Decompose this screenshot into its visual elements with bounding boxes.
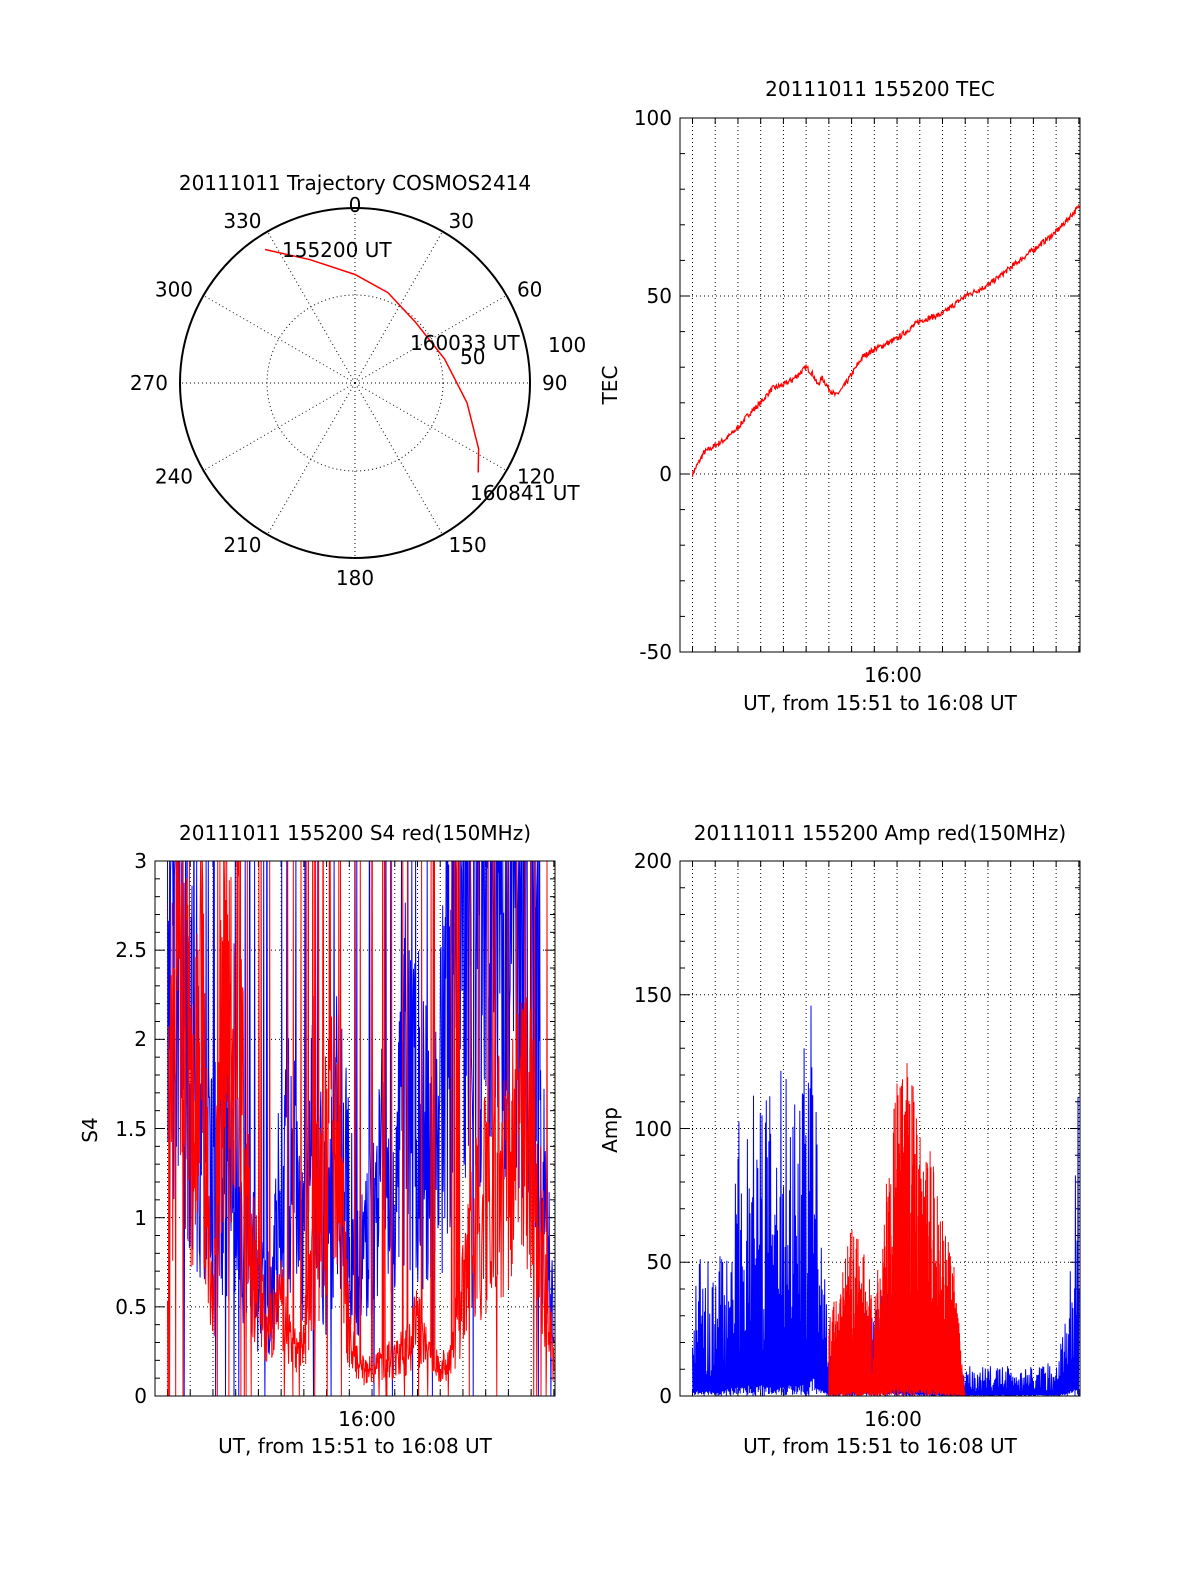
polar-angle-label: 300 <box>155 278 193 302</box>
polar-outer-ring <box>179 207 531 559</box>
s4-ytick-0-5: 0.5 <box>115 1295 147 1319</box>
polar-angle-label: 180 <box>336 566 374 590</box>
series-red <box>167 860 555 1397</box>
polar-angle-label: 90 <box>542 371 567 395</box>
polar-angle-label: 120 <box>517 465 555 489</box>
tec-plot-frame <box>679 117 1081 653</box>
s4-plot-frame <box>154 860 556 1397</box>
s4-ylabel: S4 <box>78 1117 102 1142</box>
amp-series <box>692 1005 1080 1397</box>
tec-panel: 20111011 155200 TEC 100 50 0 -50 TEC 16:… <box>598 77 1081 715</box>
tec-ylabel: TEC <box>598 366 622 406</box>
amp-ytick-50: 50 <box>647 1250 672 1274</box>
s4-ytick-2-5: 2.5 <box>115 938 147 962</box>
amp-ytick-200: 200 <box>634 849 672 873</box>
polar-end-label: 160841 UT <box>470 481 580 505</box>
s4-ytick-1-5: 1.5 <box>115 1117 147 1141</box>
polar-angle-labels: 0 30 60 90 120 150 180 210 240 270 300 330 <box>130 193 568 590</box>
s4-xtick-1600: 16:00 <box>338 1407 396 1431</box>
s4-ytick-2: 2 <box>134 1027 147 1051</box>
polar-start-label: 155200 UT <box>282 238 392 262</box>
tec-grid <box>680 117 1080 653</box>
amp-xlabel: UT, from 15:51 to 16:08 UT <box>743 1434 1018 1458</box>
polar-spoke <box>354 382 443 535</box>
tec-ytick-100: 100 <box>634 106 672 130</box>
tec-ytick-0: 0 <box>659 462 672 486</box>
polar-angle-label: 270 <box>130 371 168 395</box>
amp-ylabel: Amp <box>598 1107 622 1153</box>
s4-ytick-1: 1 <box>134 1206 147 1230</box>
s4-xlabel: UT, from 15:51 to 16:08 UT <box>218 1434 493 1458</box>
polar-spoke <box>354 382 507 471</box>
amp-ytick-100: 100 <box>634 1117 672 1141</box>
polar-radial-label-100: 100 <box>548 333 586 357</box>
s4-ytick-0: 0 <box>134 1384 147 1408</box>
polar-angle-label: 240 <box>155 465 193 489</box>
s4-title: 20111011 155200 S4 red(150MHz) <box>179 821 531 845</box>
tec-xtick-1600: 16:00 <box>864 663 922 687</box>
amp-ytick-0: 0 <box>659 1384 672 1408</box>
tec-ytick-50: 50 <box>647 284 672 308</box>
polar-title: 20111011 Trajectory COSMOS2414 <box>179 171 531 195</box>
polar-angle-label: 150 <box>449 533 487 557</box>
s4-series <box>167 860 555 1397</box>
amp-plot-frame <box>679 860 1081 1397</box>
amp-xtick-1600: 16:00 <box>864 1407 922 1431</box>
s4-ytick-3: 3 <box>134 849 147 873</box>
polar-radial-label-50: 50 <box>460 345 485 369</box>
polar-angle-label: 30 <box>449 209 474 233</box>
polar-angle-label: 0 <box>349 193 362 217</box>
series-red <box>828 1063 966 1397</box>
tec-xlabel: UT, from 15:51 to 16:08 UT <box>743 691 1018 715</box>
amp-title: 20111011 155200 Amp red(150MHz) <box>694 821 1066 845</box>
polar-angle-label: 330 <box>223 209 261 233</box>
polar-trajectory-panel: 20111011 Trajectory COSMOS2414 0 30 60 90 12… <box>130 171 586 590</box>
tec-series-red <box>691 203 1080 477</box>
polar-mid-label: 160033 UT <box>410 331 520 355</box>
polar-angle-label: 60 <box>517 278 542 302</box>
polar-trajectory-line <box>264 248 480 473</box>
polar-spoke <box>203 382 356 471</box>
amp-ytick-150: 150 <box>634 983 672 1007</box>
tec-ytick-neg50: -50 <box>639 640 672 664</box>
polar-angle-label: 210 <box>223 533 261 557</box>
s4-panel: 20111011 155200 S4 red(150MHz) 3 2.5 2 1… <box>78 821 556 1458</box>
amp-panel: 20111011 155200 Amp red(150MHz) 200 150 … <box>598 821 1081 1458</box>
tec-title: 20111011 155200 TEC <box>765 77 995 101</box>
polar-spoke <box>203 295 356 384</box>
